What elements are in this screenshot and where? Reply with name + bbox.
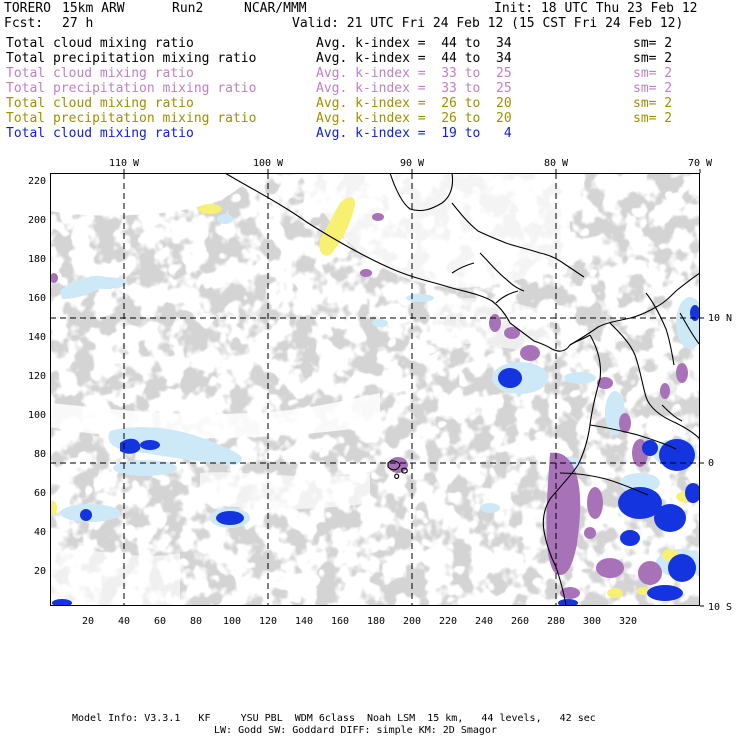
lon-label: 80 W	[543, 158, 569, 169]
init-time: Init: 18 UTC Thu 23 Feb 12	[494, 1, 698, 16]
purple-cloud-patches	[50, 213, 688, 599]
grid-x-label: 240	[474, 616, 494, 627]
blue-cloud-patches	[52, 305, 700, 606]
coastlines	[224, 173, 700, 606]
grid-y-label: 80	[33, 449, 46, 460]
grid-x-label: 60	[153, 616, 167, 627]
legend-k-index: Avg. k-index = 44 to 34	[316, 36, 512, 51]
lon-label: 90 W	[399, 158, 425, 169]
grid-x-label: 40	[117, 616, 131, 627]
legend-field: Total cloud mixing ratio	[6, 66, 194, 81]
grid-x-label: 260	[510, 616, 530, 627]
legend-smoothing: sm= 2	[633, 66, 673, 81]
model-info-line2: LW: Godd SW: Goddard DIFF: simple KM: 2D…	[214, 725, 497, 736]
lat-label: 10 S	[708, 602, 733, 613]
grid-x-label: 300	[582, 616, 602, 627]
legend-k-index: Avg. k-index = 26 to 20	[316, 111, 512, 126]
lat-label: 10 N	[708, 313, 733, 324]
grid-x-label: 80	[189, 616, 203, 627]
grid-x-label: 180	[366, 616, 386, 627]
forecast-label: Fcst:	[4, 16, 44, 31]
grid-x-label: 320	[618, 616, 638, 627]
yellow-cloud-patches	[50, 197, 700, 598]
model-org: NCAR/MMM	[244, 1, 307, 16]
legend-smoothing: sm= 2	[633, 36, 673, 51]
grid-y-label: 100	[27, 410, 46, 421]
cloud-map	[50, 173, 700, 606]
model-resolution: 15km ARW	[62, 1, 125, 16]
valid-time: Valid: 21 UTC Fri 24 Feb 12 (15 CST Fri …	[292, 16, 684, 31]
map-frame	[50, 173, 700, 606]
legend-field: Total precipitation mixing ratio	[6, 81, 257, 96]
legend-k-index: Avg. k-index = 33 to 25	[316, 81, 512, 96]
grid-x-label: 200	[402, 616, 422, 627]
model-info-line1: Model Info: V3.3.1 KF YSU PBL WDM 6class…	[72, 713, 596, 724]
grid-y-label: 20	[33, 566, 46, 577]
model-name: TORERO	[4, 1, 51, 16]
grid-x-label: 160	[330, 616, 350, 627]
grid-y-label: 40	[33, 527, 46, 538]
legend-k-index: Avg. k-index = 26 to 20	[316, 96, 512, 111]
legend-smoothing: sm= 2	[633, 51, 673, 66]
legend-smoothing: sm= 2	[633, 81, 673, 96]
legend-field: Total cloud mixing ratio	[6, 36, 194, 51]
grid-y-label: 180	[27, 254, 46, 265]
grid-x-label: 280	[546, 616, 566, 627]
forecast-hours: 27 h	[62, 16, 94, 31]
grid-x-label: 100	[222, 616, 242, 627]
grid-y-label: 120	[27, 371, 46, 382]
legend-k-index: Avg. k-index = 33 to 25	[316, 66, 512, 81]
legend-field: Total cloud mixing ratio	[6, 126, 194, 141]
legend-field: Total precipitation mixing ratio	[6, 51, 257, 66]
grid-x-label: 20	[81, 616, 95, 627]
grid-y-label: 140	[27, 332, 46, 343]
lon-label: 110 W	[108, 158, 140, 169]
grid-y-label: 60	[33, 488, 46, 499]
legend-k-index: Avg. k-index = 44 to 34	[316, 51, 512, 66]
lat-lon-grid	[50, 173, 700, 606]
grid-x-label: 120	[258, 616, 278, 627]
grid-x-label: 220	[438, 616, 458, 627]
grid-y-label: 200	[27, 215, 46, 226]
legend-smoothing: sm= 2	[633, 96, 673, 111]
lon-label: 100 W	[252, 158, 284, 169]
grid-y-label: 160	[27, 293, 46, 304]
grid-x-label: 140	[294, 616, 314, 627]
legend-field: Total cloud mixing ratio	[6, 96, 194, 111]
legend-smoothing: sm= 2	[633, 111, 673, 126]
model-run: Run2	[172, 1, 204, 16]
lon-label: 70 W	[687, 158, 713, 169]
lat-label: 0	[708, 458, 715, 469]
legend-k-index: Avg. k-index = 19 to 4	[316, 126, 512, 141]
grid-y-label: 220	[27, 176, 46, 187]
legend-field: Total precipitation mixing ratio	[6, 111, 257, 126]
